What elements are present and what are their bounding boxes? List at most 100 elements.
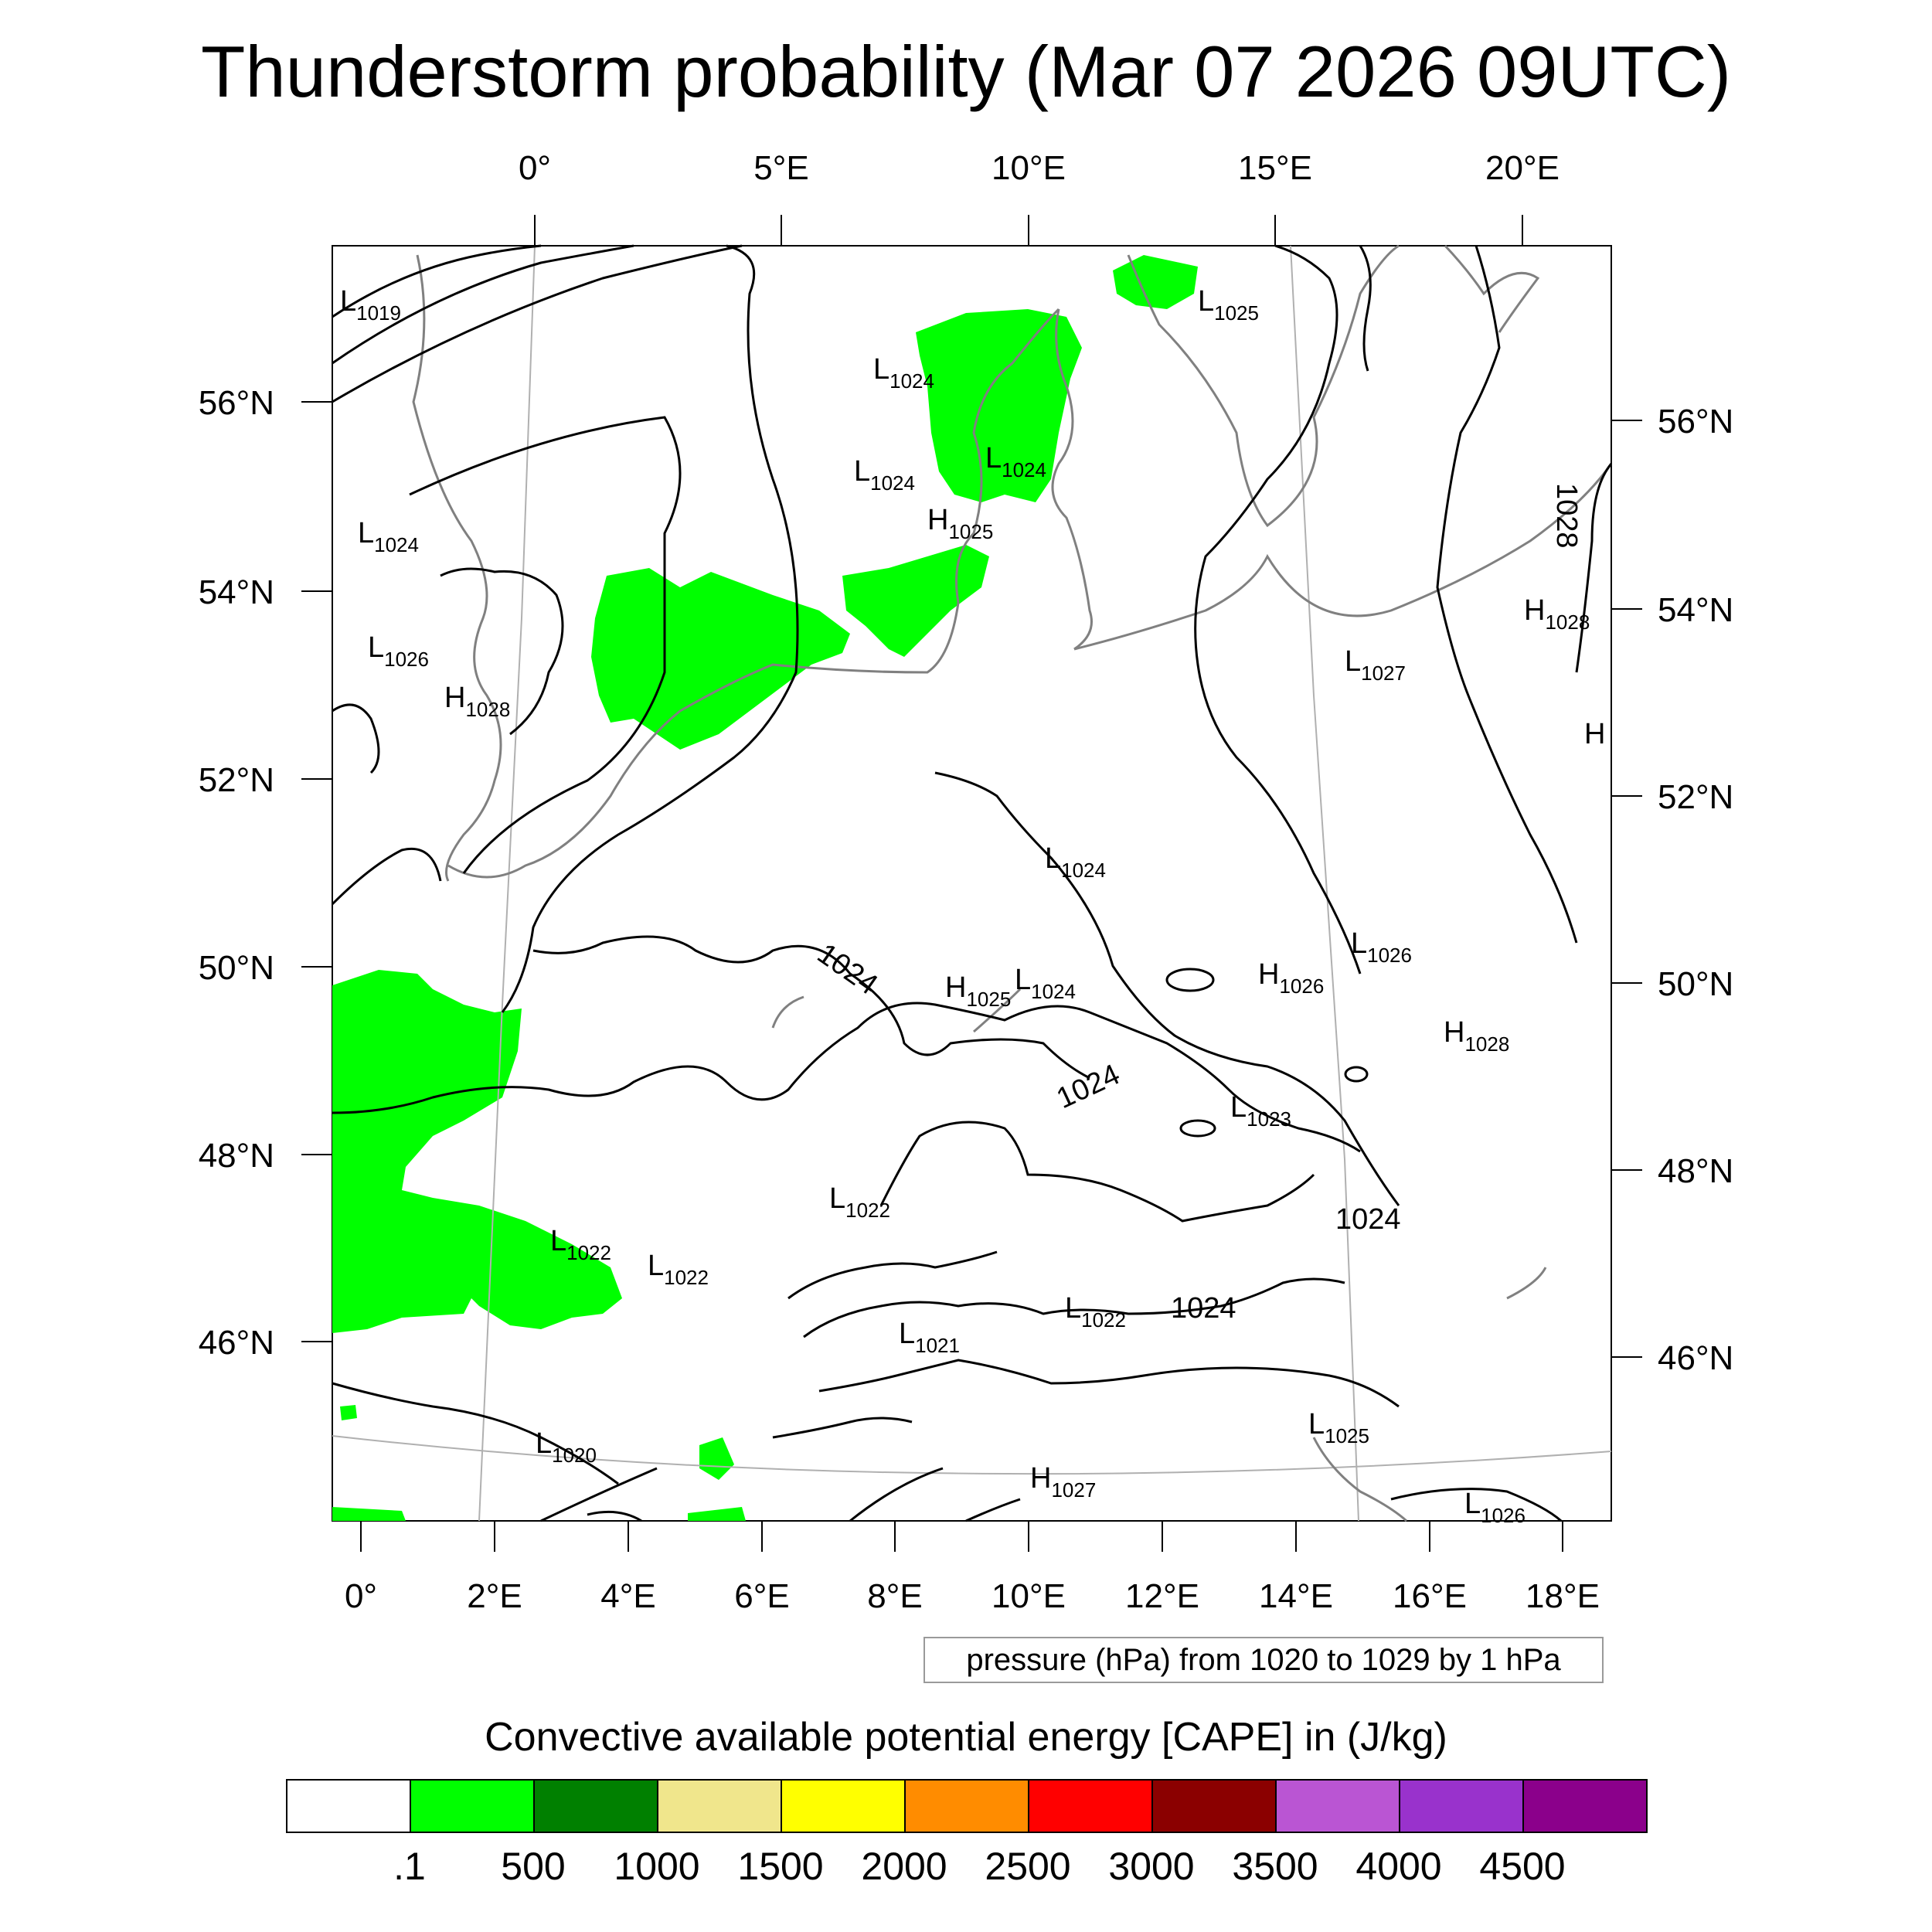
bottom-lon-label: 0° (345, 1577, 377, 1615)
pressure-center-low: L1019 (340, 285, 401, 325)
pressure-center-low: L1022 (1065, 1292, 1126, 1332)
left-lat-axis: 56°N 54°N 52°N 50°N 48°N 46°N (199, 384, 332, 1362)
pressure-center-low: L1021 (899, 1318, 960, 1357)
right-lat-label: 50°N (1658, 965, 1733, 1003)
pressure-center-high: H1026 (1258, 958, 1324, 998)
coastlines (412, 244, 1613, 1522)
colorbar-tick-label: 1500 (737, 1845, 824, 1888)
bottom-lon-label: 4°E (600, 1577, 655, 1615)
colorbar-tick-label: 4000 (1355, 1845, 1442, 1888)
right-lat-label: 52°N (1658, 778, 1733, 816)
cape-region-south-3 (332, 1507, 406, 1521)
left-lat-label: 46°N (199, 1324, 274, 1362)
pressure-center-low: L1024 (873, 353, 934, 393)
cape-region-german-bight (842, 545, 989, 657)
contour-label: 1024 (1171, 1292, 1236, 1325)
pressure-info-box: pressure (hPa) from 1020 to 1029 by 1 hP… (923, 1637, 1604, 1683)
pressure-center-low: L1022 (550, 1225, 611, 1264)
bottom-lon-label: 6°E (734, 1577, 789, 1615)
colorbar-swatch (1029, 1781, 1153, 1832)
left-lat-label: 48°N (199, 1137, 274, 1175)
pressure-center-low: L1026 (368, 631, 429, 671)
bottom-lon-label: 12°E (1125, 1577, 1199, 1615)
pressure-center-low: L1025 (1308, 1408, 1369, 1447)
top-lon-label: 5°E (753, 149, 808, 187)
pressure-center-low: L1020 (536, 1427, 597, 1467)
pressure-center-high: H1028 (1524, 594, 1590, 634)
colorbar-tick-label: 2500 (985, 1845, 1071, 1888)
right-lat-label: 56°N (1658, 403, 1733, 440)
bottom-lon-label: 18°E (1526, 1577, 1600, 1615)
pressure-center-low: L1023 (1230, 1091, 1291, 1131)
colorbar-tick-label: 500 (501, 1845, 566, 1888)
pressure-center-high: H1028 (1444, 1016, 1509, 1056)
right-lat-label: 54°N (1658, 591, 1733, 629)
pressure-center-low: L1022 (829, 1182, 890, 1222)
pressure-center-low: L1025 (1198, 285, 1259, 325)
cape-fill-regions (332, 255, 1198, 1521)
cape-region-north-sea (591, 568, 850, 750)
left-lat-label: 56°N (199, 384, 274, 422)
left-lat-label: 50°N (199, 949, 274, 987)
colorbar-tick-label: 1000 (614, 1845, 700, 1888)
pressure-center-high: H1025 (927, 504, 993, 543)
right-lat-label: 48°N (1658, 1152, 1733, 1190)
colorbar-swatch (287, 1781, 411, 1832)
colorbar-swatch (1153, 1781, 1277, 1832)
bottom-lon-axis: 0° 2°E 4°E 6°E 8°E 10°E 12°E 14°E 16°E 1… (345, 1521, 1600, 1615)
bottom-lon-label: 16°E (1393, 1577, 1467, 1615)
colorbar-swatch (411, 1781, 535, 1832)
pressure-center-low: L1022 (648, 1250, 709, 1289)
colorbar-tick-label: 2000 (861, 1845, 947, 1888)
pressure-center-low: L1024 (358, 517, 419, 556)
colorbar-swatch (1400, 1781, 1524, 1832)
bottom-lon-label: 8°E (867, 1577, 922, 1615)
top-lon-label: 0° (519, 149, 551, 187)
top-lon-label: 20°E (1485, 149, 1560, 187)
top-lon-axis: 0° 5°E 10°E 15°E 20°E (519, 149, 1560, 246)
graticule (332, 245, 1612, 1522)
colorbar-swatch (658, 1781, 782, 1832)
cape-region-france (332, 970, 622, 1333)
top-lon-label: 15°E (1238, 149, 1312, 187)
pressure-center-high: H (1584, 718, 1605, 750)
cape-region-south-1 (699, 1437, 734, 1480)
pressure-center-high: H1028 (444, 682, 510, 721)
pressure-center-low: L1026 (1464, 1488, 1526, 1527)
colorbar-tick-label: .1 (393, 1845, 426, 1888)
bottom-lon-label: 10°E (992, 1577, 1066, 1615)
pressure-center-low: L1027 (1345, 645, 1406, 685)
colorbar-swatch (1524, 1781, 1646, 1832)
colorbar-swatch (535, 1781, 658, 1832)
contour-label: 1024 (1335, 1203, 1401, 1236)
cape-region-south-4 (340, 1405, 357, 1420)
colorbar-swatch (906, 1781, 1029, 1832)
bottom-lon-label: 2°E (467, 1577, 522, 1615)
right-lat-axis: 56°N 54°N 52°N 50°N 48°N 46°N (1611, 403, 1733, 1377)
pressure-center-high: H1027 (1030, 1462, 1096, 1502)
pressure-center-low: L1024 (1045, 842, 1106, 882)
chart-title: Thunderstorm probability (Mar 07 2026 09… (200, 31, 1732, 112)
pressure-centers: L1019 L1025 L1024 L1024 L1024 H1025 L102… (340, 285, 1605, 1527)
pressure-center-low: L1026 (1351, 927, 1412, 967)
colorbar-swatch (782, 1781, 906, 1832)
left-lat-label: 54°N (199, 573, 274, 611)
colorbar (286, 1779, 1648, 1833)
colorbar-swatch (1277, 1781, 1400, 1832)
colorbar-tick-label: 3000 (1108, 1845, 1195, 1888)
bottom-lon-label: 14°E (1259, 1577, 1333, 1615)
pressure-center-low: L1024 (854, 455, 915, 495)
pressure-center-high: H1025 (945, 971, 1011, 1011)
colorbar-title: Convective available potential energy [C… (485, 1715, 1447, 1760)
contour-label: 1028 (1550, 483, 1583, 549)
pressure-center-low: L1024 (1015, 964, 1076, 1003)
pressure-center-low: L1024 (985, 442, 1046, 481)
colorbar-tick-label: 3500 (1232, 1845, 1318, 1888)
right-lat-label: 46°N (1658, 1339, 1733, 1377)
top-lon-label: 10°E (992, 149, 1066, 187)
cape-region-denmark (916, 309, 1082, 502)
cape-region-south-2 (688, 1507, 746, 1521)
isobars (331, 244, 1613, 1522)
left-lat-label: 52°N (199, 761, 274, 799)
